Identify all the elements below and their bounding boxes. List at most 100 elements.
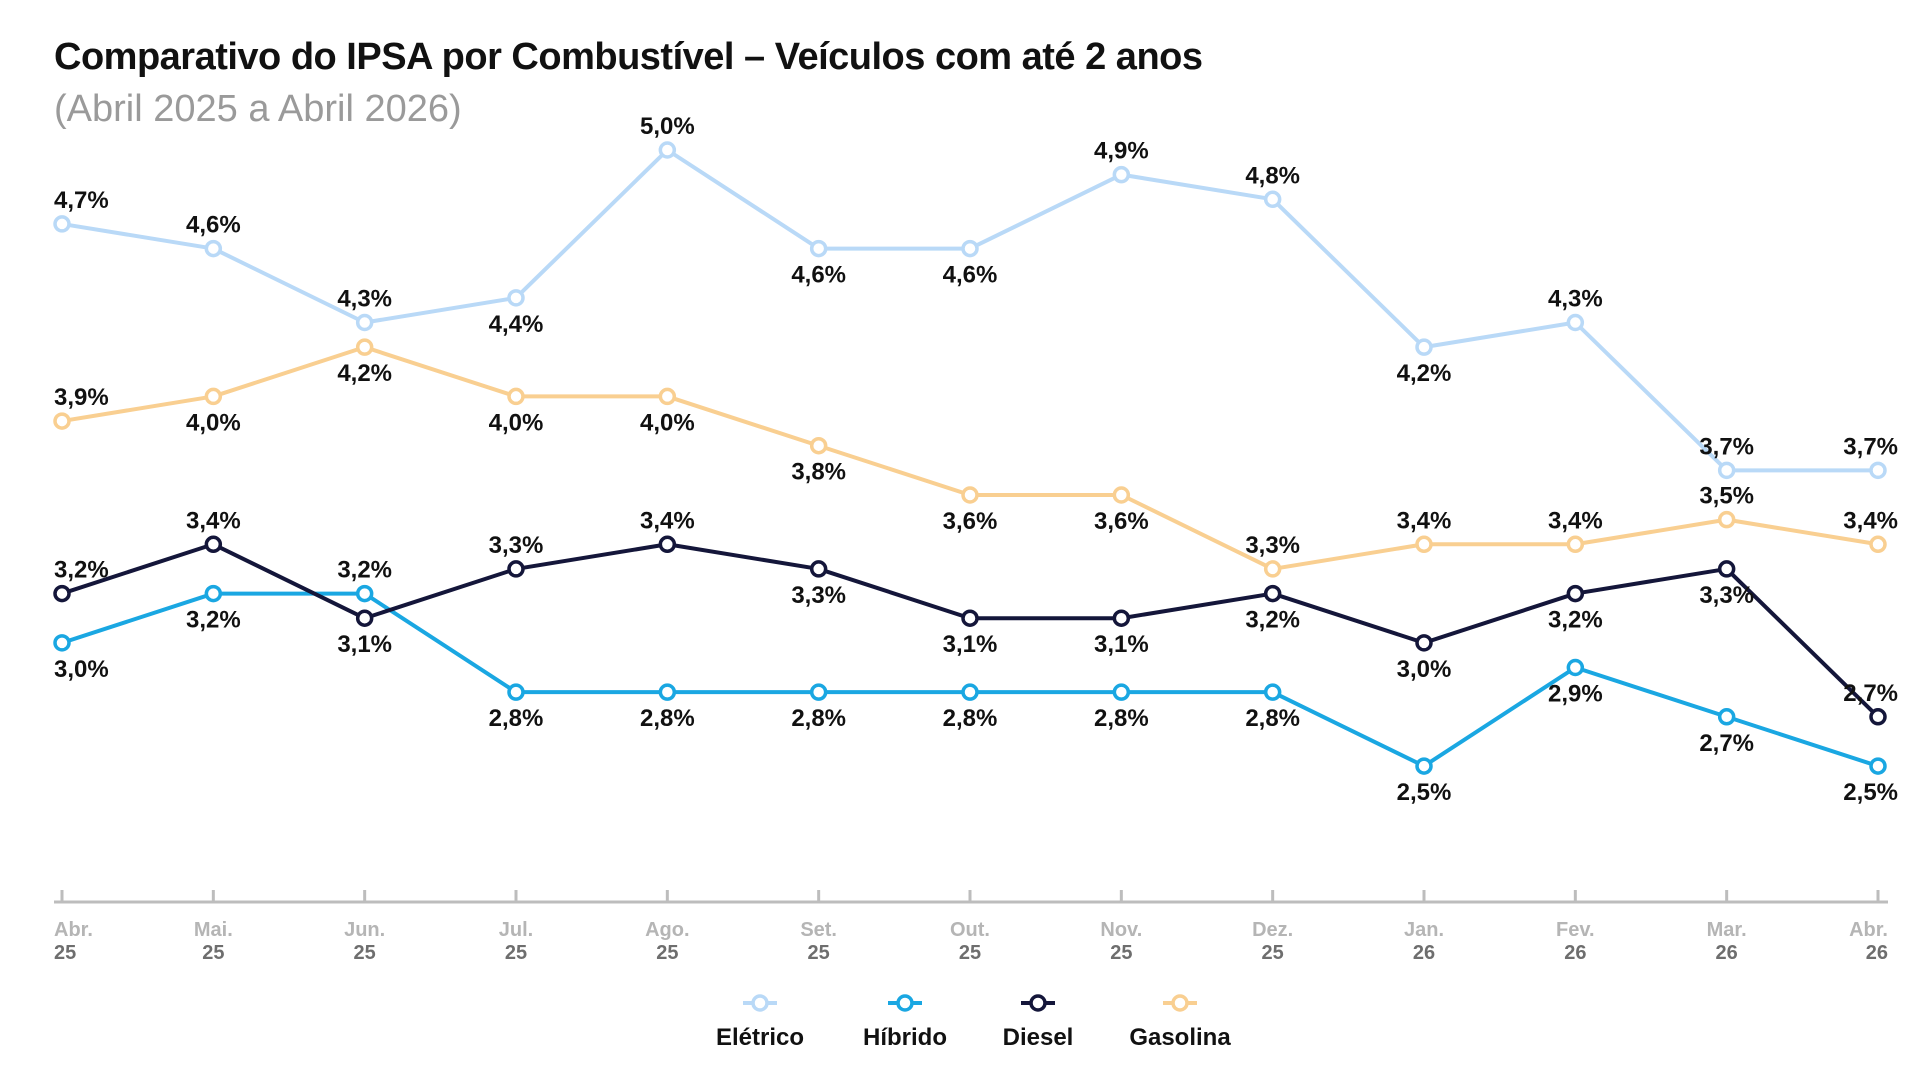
- legend-swatch-marker: [1171, 994, 1189, 1012]
- data-label-diesel: 3,4%: [640, 507, 695, 534]
- data-point-híbrido: [1566, 658, 1585, 677]
- x-tick-label-year: 26: [1866, 942, 1888, 964]
- x-tick-label-year: 25: [54, 942, 76, 964]
- data-point-gasolina: [1112, 486, 1131, 504]
- data-point-híbrido: [204, 584, 223, 603]
- data-label-diesel: 3,2%: [1245, 607, 1300, 634]
- data-point-elétrico: [355, 313, 374, 332]
- data-point-diesel: [961, 609, 979, 627]
- data-label-gasolina: 4,0%: [640, 409, 695, 436]
- x-tick-label-year: 25: [656, 942, 678, 964]
- x-tick-label-year: 25: [1110, 942, 1132, 964]
- x-tick-label-month: Mar.: [1707, 919, 1747, 941]
- data-label-elétrico: 5,0%: [640, 113, 695, 140]
- data-label-diesel: 3,3%: [791, 582, 846, 609]
- data-point-elétrico: [1112, 165, 1131, 184]
- x-tick-label-year: 25: [959, 942, 981, 964]
- x-tick-label-year: 25: [1262, 942, 1284, 964]
- x-tick-label-month: Fev.: [1556, 919, 1595, 941]
- chart-title: Comparativo do IPSA por Combustível – Ve…: [54, 36, 1203, 78]
- data-point-elétrico: [1869, 461, 1887, 480]
- data-label-gasolina: 3,5%: [1699, 483, 1754, 510]
- data-point-gasolina: [658, 387, 677, 406]
- x-axis: Abr.25Mai.25Jun.25Jul.25Ago.25Set.25Out.…: [54, 890, 1888, 964]
- data-point-diesel: [1415, 634, 1433, 652]
- data-label-elétrico: 3,7%: [1699, 433, 1754, 460]
- data-point-diesel: [355, 609, 374, 627]
- data-point-gasolina: [1869, 535, 1887, 554]
- data-point-híbrido: [1717, 708, 1736, 726]
- x-tick-label-year: 25: [808, 942, 830, 964]
- data-point-elétrico: [1717, 461, 1736, 480]
- data-label-híbrido: 2,8%: [1094, 705, 1149, 732]
- data-point-híbrido: [53, 634, 71, 652]
- data-point-híbrido: [1869, 757, 1887, 775]
- data-point-diesel: [1112, 609, 1131, 627]
- data-point-gasolina: [355, 338, 374, 356]
- data-point-híbrido: [507, 683, 525, 701]
- data-label-híbrido: 3,0%: [54, 656, 109, 683]
- data-point-híbrido: [658, 683, 677, 701]
- legend: Elétrico Híbrido Diesel Gasolina: [716, 994, 1231, 1051]
- data-label-diesel: 3,2%: [1548, 607, 1603, 634]
- data-point-elétrico: [961, 239, 979, 258]
- data-label-elétrico: 4,6%: [943, 262, 998, 289]
- x-tick-label-year: 25: [354, 942, 376, 964]
- x-tick-label-year: 25: [505, 942, 527, 964]
- data-label-diesel: 3,2%: [54, 557, 109, 584]
- x-tick-label-month: Set.: [800, 919, 837, 941]
- data-point-elétrico: [1263, 190, 1282, 209]
- data-point-elétrico: [809, 239, 828, 258]
- series-line-gasolina: [61, 345, 1879, 571]
- data-label-elétrico: 4,2%: [1397, 360, 1452, 387]
- data-label-gasolina: 3,4%: [1548, 507, 1603, 534]
- data-label-híbrido: 2,8%: [489, 705, 544, 732]
- data-point-diesel: [1263, 584, 1282, 603]
- x-tick-label-month: Mai.: [194, 919, 233, 941]
- legend-label: Gasolina: [1129, 1024, 1231, 1051]
- data-label-diesel: 3,3%: [1699, 582, 1754, 609]
- series-points: [53, 141, 1887, 775]
- data-label-diesel: 3,1%: [337, 631, 392, 658]
- data-label-híbrido: 2,8%: [791, 705, 846, 732]
- data-point-gasolina: [1717, 510, 1736, 529]
- data-label-gasolina: 4,2%: [337, 360, 392, 387]
- data-label-gasolina: 3,6%: [1094, 508, 1149, 535]
- data-label-elétrico: 4,8%: [1245, 162, 1300, 189]
- chart-subtitle: (Abril 2025 a Abril 2026): [54, 88, 462, 130]
- data-point-diesel: [1566, 584, 1585, 603]
- legend-item-elétrico: Elétrico: [716, 994, 804, 1051]
- legend-label: Diesel: [1003, 1024, 1074, 1051]
- legend-label: Híbrido: [863, 1024, 947, 1051]
- data-point-híbrido: [1112, 683, 1131, 701]
- data-point-diesel: [507, 560, 525, 578]
- data-label-híbrido: 2,5%: [1397, 779, 1452, 806]
- data-label-elétrico: 3,7%: [1843, 433, 1898, 460]
- data-label-diesel: 2,7%: [1843, 680, 1898, 707]
- data-point-elétrico: [658, 141, 677, 159]
- data-label-híbrido: 2,8%: [943, 705, 998, 732]
- data-point-elétrico: [507, 289, 525, 307]
- x-tick-label-year: 26: [1413, 942, 1435, 964]
- x-tick-label-month: Nov.: [1100, 919, 1142, 941]
- data-label-híbrido: 2,8%: [640, 705, 695, 732]
- data-label-diesel: 3,0%: [1397, 656, 1452, 683]
- data-label-gasolina: 3,6%: [943, 508, 998, 535]
- data-point-gasolina: [1263, 560, 1282, 578]
- data-point-híbrido: [1415, 757, 1433, 775]
- legend-swatch-marker: [1029, 994, 1047, 1012]
- data-label-híbrido: 2,8%: [1245, 705, 1300, 732]
- data-label-gasolina: 3,4%: [1843, 507, 1898, 534]
- data-label-gasolina: 3,4%: [1397, 507, 1452, 534]
- data-point-gasolina: [1566, 535, 1585, 554]
- data-point-diesel: [1717, 560, 1736, 578]
- data-label-gasolina: 3,9%: [54, 384, 109, 411]
- data-point-elétrico: [1566, 313, 1585, 332]
- data-label-diesel: 3,1%: [943, 631, 998, 658]
- legend-item-diesel: Diesel: [1003, 994, 1074, 1051]
- x-tick-label-month: Ago.: [645, 919, 689, 941]
- data-label-híbrido: 3,2%: [337, 557, 392, 584]
- data-label-gasolina: 4,0%: [186, 409, 241, 436]
